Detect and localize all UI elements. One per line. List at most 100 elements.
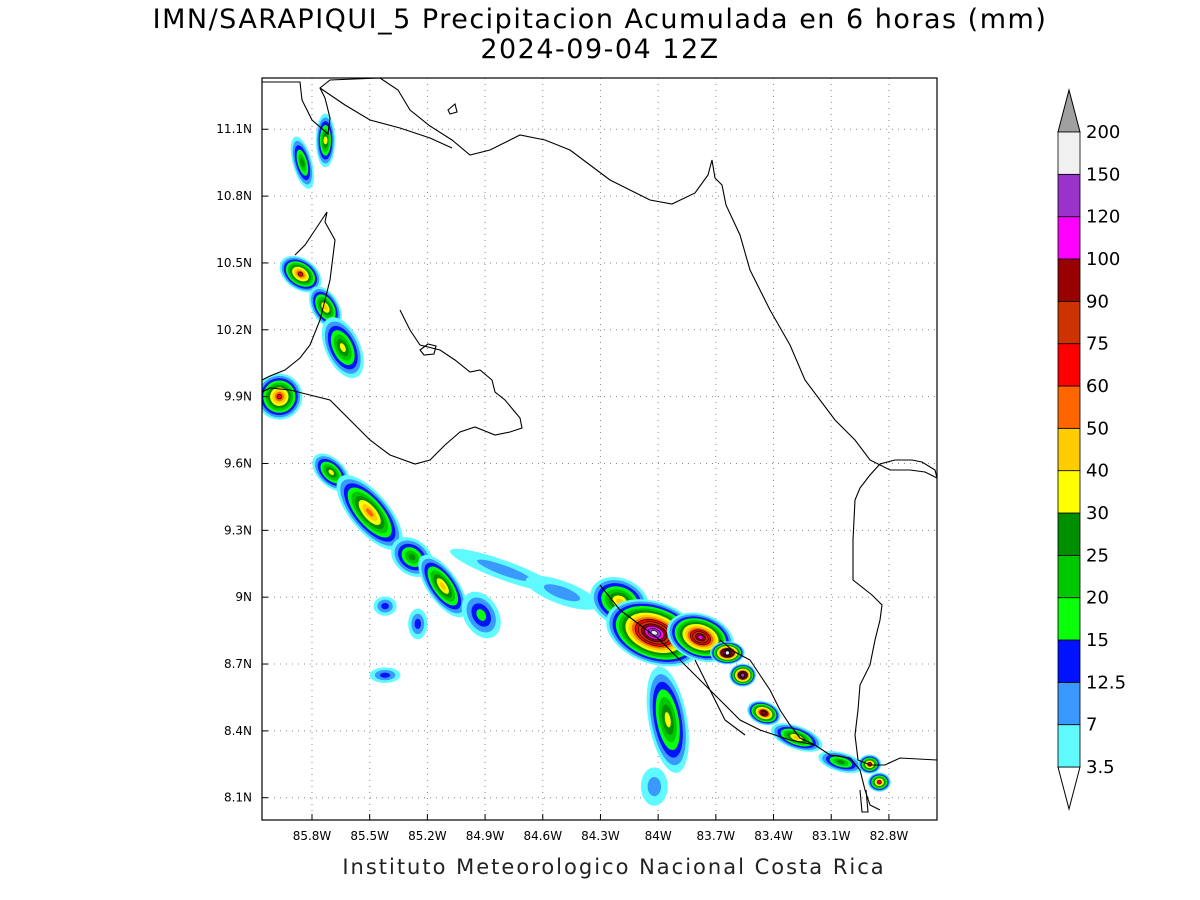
precip-cell [525,575,599,610]
y-tick-label: 10.5N [216,256,252,270]
x-tick-label: 84.6W [523,829,562,843]
colorbar-label: 15 [1086,630,1109,651]
precip-contour [381,602,389,610]
colorbar-under-arrow [1057,766,1081,811]
map-gridlines [262,78,937,820]
border-nicaragua [319,87,453,149]
precip-cell [747,700,781,726]
precip-cell [321,317,364,379]
colorbar-label: 100 [1086,249,1120,270]
precip-cell [818,751,864,774]
colorbar-swatch [1057,681,1081,726]
colorbar-label: 120 [1086,207,1120,228]
colorbar-swatch [1057,173,1081,218]
x-tick-label: 84W [645,829,672,843]
colorbar-label: 30 [1086,503,1109,524]
colorbar-swatch [1057,427,1081,472]
y-tick-label: 10.2N [216,323,252,337]
colorbar-swatch [1057,343,1081,387]
colorbar-label: 60 [1086,376,1109,397]
precip-contour [276,394,282,400]
axis-ticks: 85.8W 85.5W 85.2W 84.9W 84.6W 84.3W 84W 83.7W 83… [216,122,908,843]
map-title: IMN/SARAPIQUI_5 Precipitacion Acumulada … [152,4,1048,35]
x-tick-label: 84.9W [466,829,505,843]
y-tick-label: 11.1N [216,122,252,136]
colorbar-over-arrow [1057,88,1081,133]
footer-credit: Instituto Meteorologico Nacional Costa R… [342,855,886,879]
colorbar-label: 90 [1086,291,1109,312]
colorbar-label: 75 [1086,334,1109,355]
precip-cell [315,113,336,168]
precip-contour [837,759,845,765]
precip-cell [290,136,314,189]
peninsula-outline [694,659,869,813]
precip-contour [323,136,328,145]
colorbar-label: 20 [1086,588,1109,609]
precip-contour [366,508,374,517]
colorbar-swatch [1057,724,1081,768]
coastline-mainland [262,78,937,479]
precip-contour [297,271,303,277]
colorbar: 3.5 7 12.5 15 20 25 30 40 50 60 75 90 100 120 150 200 [1057,88,1126,811]
x-tick-label: 85.5W [350,829,389,843]
precip-contour [725,650,730,656]
y-tick-label: 9.3N [224,523,252,537]
precip-contour [740,672,746,678]
x-tick-label: 83.4W [754,829,793,843]
y-tick-label: 9N [235,590,252,604]
coastlines [262,78,937,813]
precip-contour [339,343,346,352]
colorbar-label: 50 [1086,418,1109,439]
y-tick-label: 8.1N [224,791,252,805]
colorbar-swatch [1057,639,1081,683]
y-tick-label: 10.8N [216,189,252,203]
border-costa-rica-panama [719,639,816,746]
colorbar-swatch [1057,300,1081,345]
precip-cell [369,667,401,683]
precip-contour [300,158,305,168]
precip-cell [867,772,891,792]
x-tick-label: 83.1W [812,829,851,843]
precip-contour [877,779,882,785]
precip-cell [646,666,689,773]
precip-cell [262,373,303,420]
precip-contour [697,634,704,640]
precip-cell [279,255,322,293]
x-tick-label: 82.8W [870,829,909,843]
coastline-pacific [262,211,881,811]
colorbar-swatch [1057,470,1081,514]
precip-cell [408,608,428,640]
colorbar-label: 25 [1086,545,1109,566]
colorbar-swatch [1057,216,1081,260]
precip-cell [336,475,403,550]
map-datetime: 2024-09-04 12Z [480,34,720,65]
y-tick-label: 9.9N [224,390,252,404]
precip-cell [373,596,397,616]
x-tick-label: 84.3W [581,829,620,843]
gulf-island [419,343,437,356]
border-panama [852,459,937,766]
precip-contour [476,609,487,621]
precip-contour [647,776,662,797]
colorbar-label: 150 [1086,164,1120,185]
colorbar-swatch [1057,512,1081,556]
x-tick-label: 85.8W [293,829,332,843]
y-tick-label: 9.6N [224,456,252,470]
colorbar-swatch [1057,554,1081,599]
precip-cell [710,641,745,665]
precipitation-field [262,113,891,806]
precip-contour [477,559,532,582]
precip-cell [418,554,468,618]
precip-cell [461,591,501,639]
colorbar-label: 40 [1086,461,1109,482]
x-tick-label: 83.7W [697,829,736,843]
colorbar-label: 12.5 [1086,672,1126,693]
precip-contour [323,304,328,311]
y-tick-label: 8.7N [224,657,252,671]
precip-contour [408,553,416,561]
colorbar-swatch [1057,258,1081,302]
precip-cell [729,663,757,687]
precip-contour [664,712,671,728]
lake-island [447,103,458,115]
